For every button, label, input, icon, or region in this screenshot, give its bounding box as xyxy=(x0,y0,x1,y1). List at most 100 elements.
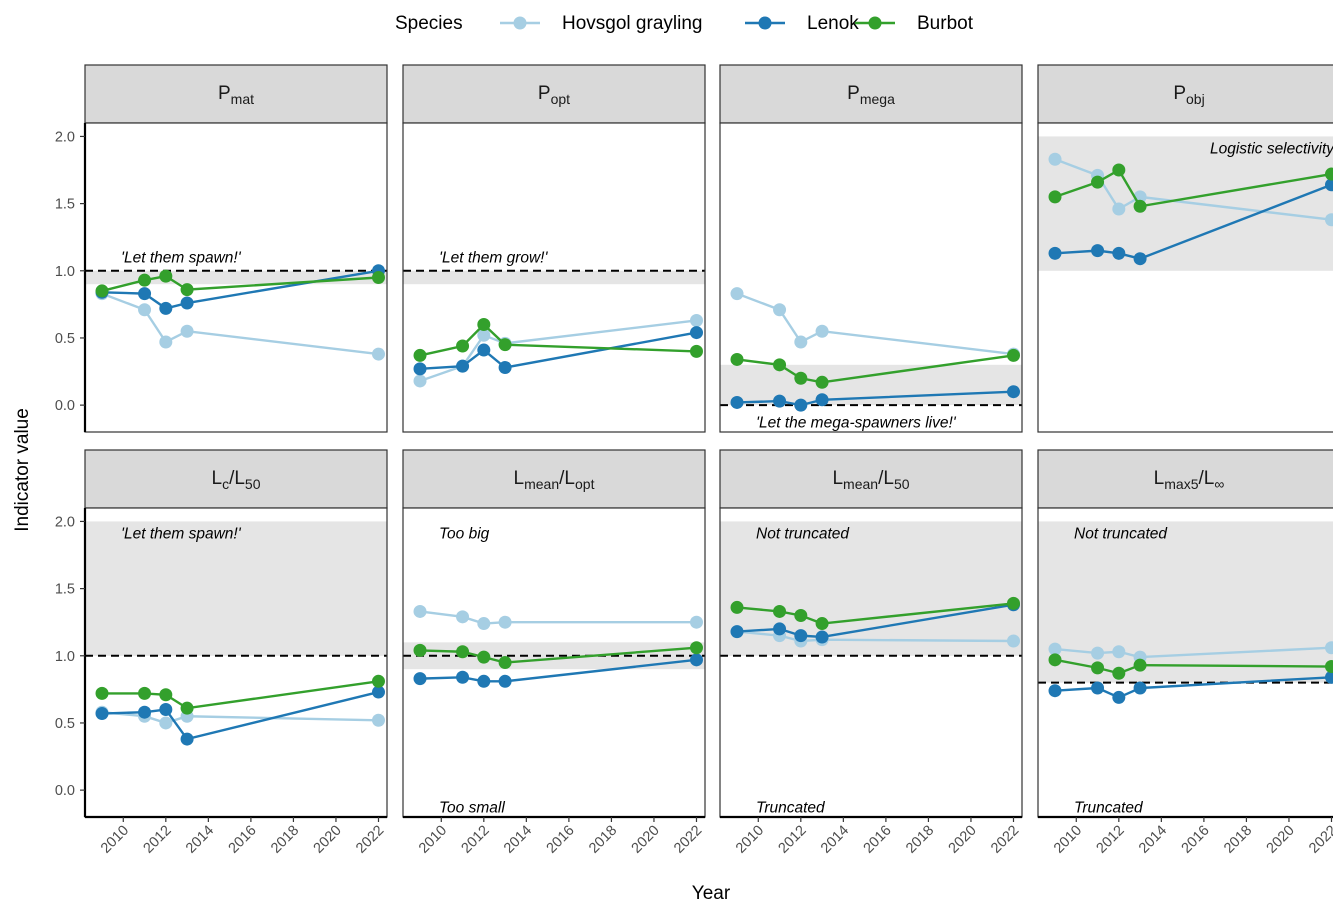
data-point xyxy=(180,324,194,338)
panel-annotation: Not truncated xyxy=(1074,526,1168,543)
series-lenok xyxy=(1048,178,1333,266)
x-tick-label: 2014 xyxy=(1136,823,1170,857)
data-point xyxy=(1324,641,1333,655)
panel-annotation: Truncated xyxy=(756,800,826,817)
x-tick-label: 2022 xyxy=(1306,823,1333,857)
data-point xyxy=(477,650,491,664)
panel-strip xyxy=(402,64,706,124)
data-point xyxy=(477,617,491,631)
data-point xyxy=(477,328,491,342)
data-point xyxy=(498,674,512,688)
data-point xyxy=(689,313,703,327)
data-point xyxy=(730,287,744,301)
panel-title: Pobj xyxy=(1173,83,1204,107)
series-burbot xyxy=(413,641,703,669)
y-tick-label: 0.0 xyxy=(55,398,75,414)
y-tick-label: 1.5 xyxy=(55,197,75,213)
data-point xyxy=(498,338,512,352)
series-burbot xyxy=(1048,653,1333,680)
x-tick-label: 2020 xyxy=(1264,823,1298,857)
data-point xyxy=(159,269,173,283)
data-point xyxy=(794,335,808,349)
data-point xyxy=(95,686,109,700)
panel-annotation: 'Let them grow!' xyxy=(439,249,548,266)
data-point xyxy=(1133,199,1147,213)
data-point xyxy=(371,347,385,361)
data-point xyxy=(794,629,808,643)
panel-plot-area xyxy=(403,604,705,688)
series-burbot xyxy=(730,596,1020,631)
panel-plot-area xyxy=(403,269,705,388)
x-tick-label: 2020 xyxy=(311,823,345,857)
data-point xyxy=(815,617,829,631)
panel-annotation: Truncated xyxy=(1074,800,1144,817)
legend: Species Hovsgol grayling Lenok Burbot xyxy=(395,13,974,34)
data-point xyxy=(1006,385,1020,399)
data-point xyxy=(95,707,109,721)
y-axis-title: Indicator value xyxy=(12,408,33,532)
x-tick-label: 2016 xyxy=(1179,823,1213,857)
x-tick-label: 2016 xyxy=(226,823,260,857)
series-burbot xyxy=(730,348,1020,389)
panel-6: Lmean/Lopt Too big Too small 2010 2012 2014 20… xyxy=(402,449,706,857)
panel-1: Pmat 'Let them spawn!' 0.0 0.5 1.0 1.5 2.0 xyxy=(55,64,388,433)
data-point xyxy=(1006,596,1020,610)
data-point xyxy=(1112,163,1126,177)
data-point xyxy=(1133,681,1147,695)
x-tick-label: 2018 xyxy=(586,823,620,857)
panel-plot-area xyxy=(720,521,1022,657)
panel-strip xyxy=(1037,64,1333,124)
panel-annotation: Too big xyxy=(439,526,490,543)
panel-title: Lmean/L50 xyxy=(832,468,909,492)
data-point xyxy=(138,303,152,317)
legend-key-point xyxy=(513,16,527,30)
panel-title: Pmat xyxy=(218,83,254,107)
x-tick-label: 2014 xyxy=(183,823,217,857)
panel-plot-area xyxy=(85,264,387,361)
panel-annotation: Not truncated xyxy=(756,526,850,543)
data-point xyxy=(794,398,808,412)
data-point xyxy=(1133,658,1147,672)
x-axis-title: Year xyxy=(692,883,731,904)
x-tick-label: 2010 xyxy=(733,823,767,857)
panel-strip xyxy=(84,64,388,124)
target-band xyxy=(403,270,705,285)
series-burbot xyxy=(1048,163,1333,213)
data-point xyxy=(815,375,829,389)
data-point xyxy=(456,670,470,684)
panel-plot-area xyxy=(1038,521,1333,704)
panel-3: Pmega 'Let the mega-spawners live!' xyxy=(719,64,1023,433)
x-tick-label: 2012 xyxy=(1094,823,1128,857)
data-point xyxy=(815,393,829,407)
x-tick-label: 2020 xyxy=(629,823,663,857)
data-point xyxy=(1048,642,1062,656)
data-point xyxy=(1048,190,1062,204)
data-point xyxy=(413,643,427,657)
data-point xyxy=(498,361,512,375)
panel-title: Pmega xyxy=(847,83,895,107)
data-point xyxy=(1091,244,1105,258)
series-burbot xyxy=(413,318,703,362)
data-point xyxy=(773,604,787,618)
x-tick-label: 2014 xyxy=(501,823,535,857)
data-point xyxy=(371,674,385,688)
panel-border xyxy=(1037,122,1333,433)
chart-panels: Pmat 'Let them spawn!' 0.0 0.5 1.0 1.5 2.0 Popt… xyxy=(55,64,1333,857)
data-point xyxy=(689,326,703,340)
panel-title: Popt xyxy=(538,83,570,107)
data-point xyxy=(498,615,512,629)
legend-item-lenok: Lenok xyxy=(745,13,859,34)
data-point xyxy=(794,371,808,385)
data-point xyxy=(1324,670,1333,684)
legend-title: Species xyxy=(395,13,463,34)
data-point xyxy=(180,283,194,297)
data-point xyxy=(95,284,109,298)
panel-strip xyxy=(719,64,1023,124)
series-burbot xyxy=(95,269,385,298)
legend-item-burbot: Burbot xyxy=(855,13,974,34)
data-point xyxy=(159,688,173,702)
legend-label: Burbot xyxy=(917,13,974,34)
data-point xyxy=(477,343,491,357)
x-tick-label: 2018 xyxy=(1221,823,1255,857)
